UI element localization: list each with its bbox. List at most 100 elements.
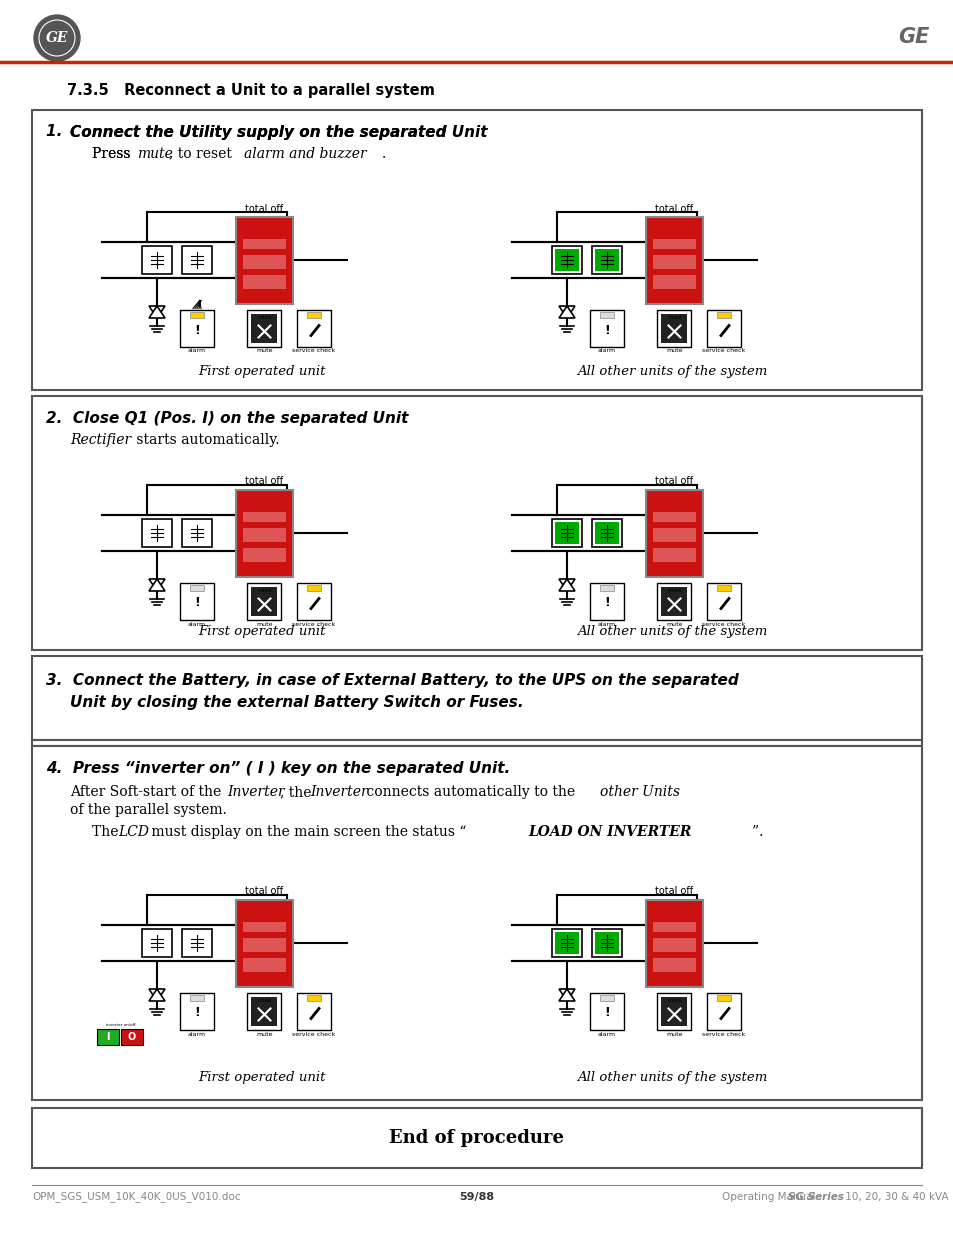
FancyBboxPatch shape [32,656,921,740]
Text: mute: mute [666,315,681,320]
FancyBboxPatch shape [235,489,293,577]
FancyBboxPatch shape [243,923,286,932]
Text: other Units: other Units [599,785,679,799]
Polygon shape [512,510,520,520]
Text: 59/88: 59/88 [459,1192,494,1202]
FancyBboxPatch shape [592,246,621,274]
Text: alarm: alarm [598,621,616,626]
Text: The: The [91,825,123,839]
Text: mute: mute [665,621,682,626]
Text: 4.  Press “inverter on” ( I ) key on the separated Unit.: 4. Press “inverter on” ( I ) key on the … [46,761,510,776]
FancyBboxPatch shape [652,513,696,522]
FancyBboxPatch shape [190,584,204,590]
Text: of the parallel system.: of the parallel system. [70,803,227,818]
Polygon shape [102,547,111,556]
FancyBboxPatch shape [652,275,696,289]
FancyBboxPatch shape [592,929,621,957]
Polygon shape [711,529,720,537]
FancyBboxPatch shape [190,994,204,1000]
FancyBboxPatch shape [307,311,320,317]
Text: mute: mute [665,1031,682,1036]
Polygon shape [302,939,311,947]
Text: GE: GE [898,27,929,47]
Text: mute: mute [256,348,273,353]
FancyBboxPatch shape [652,939,696,952]
Text: LOAD ON INVERTER: LOAD ON INVERTER [527,825,691,839]
FancyBboxPatch shape [652,923,696,932]
FancyBboxPatch shape [32,746,921,1100]
Polygon shape [149,306,165,317]
FancyBboxPatch shape [121,1029,143,1045]
FancyBboxPatch shape [592,519,621,547]
Polygon shape [213,480,221,489]
Polygon shape [558,579,575,592]
FancyBboxPatch shape [552,929,581,957]
Text: OPM_SGS_USM_10K_40K_0US_V010.doc: OPM_SGS_USM_10K_40K_0US_V010.doc [32,1192,240,1203]
Text: total off: total off [245,887,283,897]
FancyBboxPatch shape [247,310,281,347]
Text: !: ! [193,1007,200,1020]
FancyBboxPatch shape [589,583,623,620]
FancyBboxPatch shape [243,939,286,952]
Text: total off: total off [245,477,283,487]
Text: mute: mute [665,348,682,353]
Text: connects automatically to the: connects automatically to the [361,785,578,799]
Text: 3.  Connect the Battery, in case of External Battery, to the UPS on the separate: 3. Connect the Battery, in case of Exter… [46,673,738,688]
Polygon shape [149,989,165,1002]
FancyBboxPatch shape [296,583,331,620]
FancyBboxPatch shape [243,275,286,289]
Text: starts automatically.: starts automatically. [132,433,279,447]
Polygon shape [625,238,634,246]
Circle shape [37,19,77,58]
Polygon shape [149,306,165,317]
FancyBboxPatch shape [652,529,696,542]
FancyBboxPatch shape [652,240,696,249]
Text: alarm: alarm [188,348,206,353]
Polygon shape [558,579,575,592]
Text: service check: service check [701,621,745,626]
Text: mute: mute [257,315,272,320]
Polygon shape [102,273,111,283]
Text: ”.: ”. [751,825,762,839]
FancyBboxPatch shape [652,254,696,269]
FancyBboxPatch shape [296,993,331,1030]
Polygon shape [625,957,634,965]
FancyBboxPatch shape [243,254,286,269]
Text: total off: total off [655,204,693,214]
Text: mute: mute [666,588,681,593]
Polygon shape [622,890,630,899]
Text: After Soft-start of the: After Soft-start of the [70,785,226,799]
FancyBboxPatch shape [595,249,618,270]
Polygon shape [213,890,221,899]
FancyBboxPatch shape [555,249,578,270]
FancyBboxPatch shape [717,584,730,590]
Polygon shape [170,939,178,947]
Polygon shape [215,547,224,555]
FancyBboxPatch shape [180,993,213,1030]
Text: service check: service check [701,1031,745,1036]
Text: service check: service check [292,1031,335,1036]
Polygon shape [170,529,178,537]
Polygon shape [625,274,634,282]
FancyBboxPatch shape [595,522,618,543]
Text: Rectifier: Rectifier [70,433,131,447]
Text: 10, 20, 30 & 40 kVA: 10, 20, 30 & 40 kVA [841,1192,947,1202]
Polygon shape [149,579,165,592]
FancyBboxPatch shape [706,310,740,347]
FancyBboxPatch shape [252,587,277,615]
Polygon shape [625,921,634,929]
Polygon shape [579,939,587,947]
Text: , to reset: , to reset [169,147,236,161]
Polygon shape [622,207,630,216]
Text: mute: mute [137,147,172,161]
Text: !: ! [193,597,200,610]
Text: End of procedure: End of procedure [389,1129,564,1147]
Polygon shape [622,480,630,489]
FancyBboxPatch shape [652,958,696,972]
Text: I: I [106,1031,110,1041]
Text: Press: Press [91,147,134,161]
Text: !: ! [603,597,609,610]
Text: total off: total off [655,887,693,897]
Text: Inverter: Inverter [227,785,284,799]
Text: !: ! [193,324,200,336]
